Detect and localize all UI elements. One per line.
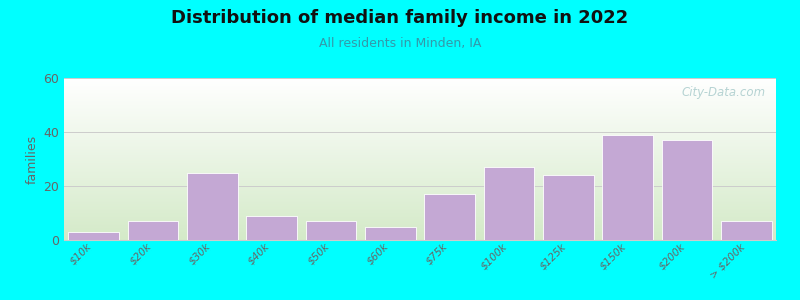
Bar bbox=[187, 172, 238, 240]
Text: City-Data.com: City-Data.com bbox=[681, 86, 766, 99]
Bar bbox=[246, 216, 297, 240]
Bar bbox=[365, 226, 415, 240]
Text: Distribution of median family income in 2022: Distribution of median family income in … bbox=[171, 9, 629, 27]
Bar bbox=[721, 221, 771, 240]
Bar bbox=[602, 135, 653, 240]
Text: All residents in Minden, IA: All residents in Minden, IA bbox=[319, 38, 481, 50]
Bar bbox=[69, 232, 119, 240]
Bar bbox=[543, 175, 594, 240]
Bar bbox=[128, 221, 178, 240]
Bar bbox=[662, 140, 712, 240]
Bar bbox=[484, 167, 534, 240]
Bar bbox=[306, 221, 356, 240]
Y-axis label: families: families bbox=[26, 134, 39, 184]
Bar bbox=[425, 194, 475, 240]
